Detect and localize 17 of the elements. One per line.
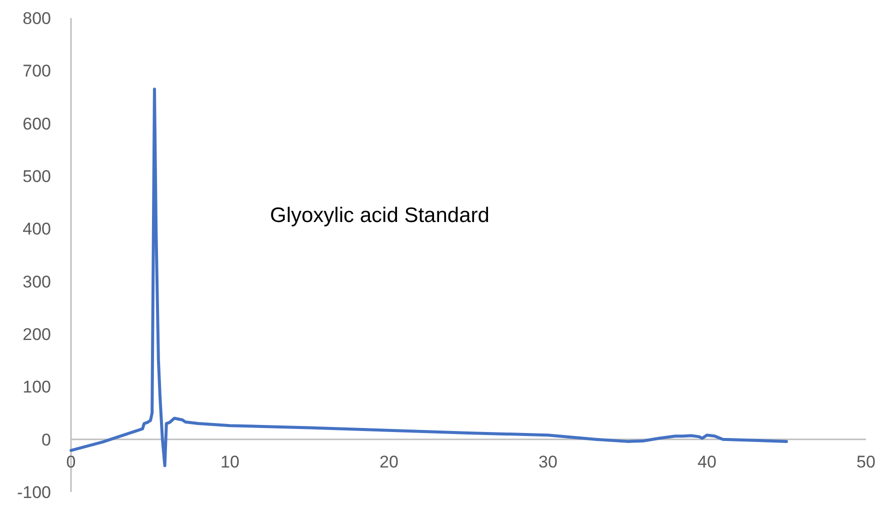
x-tick-label: 50 xyxy=(856,452,876,472)
y-tick-label: 500 xyxy=(22,166,51,186)
y-tick-label: 400 xyxy=(22,220,51,239)
y-tick-label: 600 xyxy=(22,114,51,134)
y-tick-label: 0 xyxy=(42,430,51,450)
x-tick-label: 20 xyxy=(380,452,398,472)
y-tick-label: 100 xyxy=(22,378,51,397)
y-tick-label: 300 xyxy=(22,272,51,292)
y-tick-label: 700 xyxy=(22,62,51,81)
y-tick-label: 200 xyxy=(22,324,51,344)
y-tick-label: 800 xyxy=(22,8,51,28)
x-tick-label: 0 xyxy=(66,452,76,472)
x-tick-label: 10 xyxy=(220,452,240,472)
y-tick-label: -100 xyxy=(16,482,51,502)
x-tick-label: 40 xyxy=(698,452,716,472)
x-tick-label: 30 xyxy=(538,452,558,472)
annotation: Glyoxylic acid Standard xyxy=(270,204,490,227)
